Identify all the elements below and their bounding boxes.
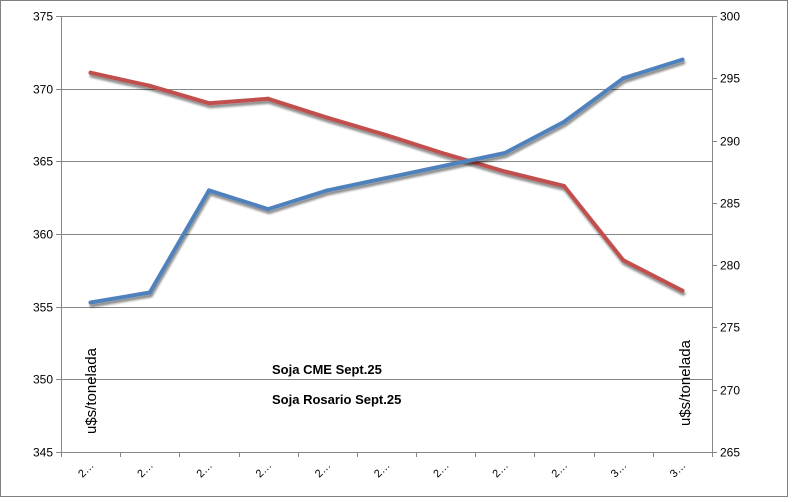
series-1-point-2 xyxy=(207,188,211,193)
series-0-point-4 xyxy=(325,115,330,120)
series-1-point-5 xyxy=(384,175,389,180)
y-tick-label-right: 270 xyxy=(720,384,740,398)
series-1-point-3 xyxy=(266,207,271,212)
y-tick-label-left: 370 xyxy=(33,83,53,97)
y-tick-label-left: 360 xyxy=(33,228,53,242)
y-tick-label-left: 345 xyxy=(33,446,53,460)
series-0-point-9 xyxy=(621,258,626,263)
y-tick-label-right: 275 xyxy=(720,321,740,335)
series-1-point-1 xyxy=(147,290,152,295)
series-0-point-1 xyxy=(147,83,152,88)
gridlines xyxy=(61,16,712,380)
series-0-point-7 xyxy=(502,169,507,174)
series-1-point-7 xyxy=(502,151,507,155)
chart-frame xyxy=(0,0,788,497)
y-tick-label-left: 350 xyxy=(33,373,53,387)
y-tick-label-left: 375 xyxy=(33,10,53,24)
y-tick-label-right: 280 xyxy=(720,259,740,273)
y-tick-label-right: 285 xyxy=(720,197,740,211)
series-1-point-4 xyxy=(325,188,330,193)
series-0-point-5 xyxy=(384,133,389,138)
series-0-point-2 xyxy=(207,101,211,106)
y-tick-label-left: 365 xyxy=(33,155,53,169)
y-tick-label-right: 295 xyxy=(720,72,740,86)
y-tick-label-right: 290 xyxy=(720,135,740,149)
legend-label-rosario: Soja Rosario Sept.25 xyxy=(272,392,401,407)
legend: Soja CME Sept.25 Soja Rosario Sept.25 xyxy=(242,362,401,407)
series-1-point-0 xyxy=(88,300,93,305)
y-axis-title-right: u$s/tonelada xyxy=(677,339,694,426)
series-0-point-10 xyxy=(680,288,685,293)
y-axis-title-left: u$s/tonelada xyxy=(83,347,100,434)
y-tick-label-right: 300 xyxy=(720,10,740,24)
y-tick-label-right: 265 xyxy=(720,446,740,460)
series-0-point-8 xyxy=(562,184,566,188)
series-1-point-9 xyxy=(621,76,626,81)
series-0-point-0 xyxy=(88,70,93,75)
series-lines xyxy=(88,57,685,305)
series-1-point-10 xyxy=(680,57,685,62)
series-0-point-3 xyxy=(266,96,271,101)
series-1-point-6 xyxy=(443,163,448,168)
y-tick-label-left: 355 xyxy=(33,301,53,315)
series-1-point-8 xyxy=(562,119,566,124)
series-0-point-6 xyxy=(443,152,448,157)
axes xyxy=(56,16,717,457)
legend-label-cme: Soja CME Sept.25 xyxy=(272,362,382,377)
